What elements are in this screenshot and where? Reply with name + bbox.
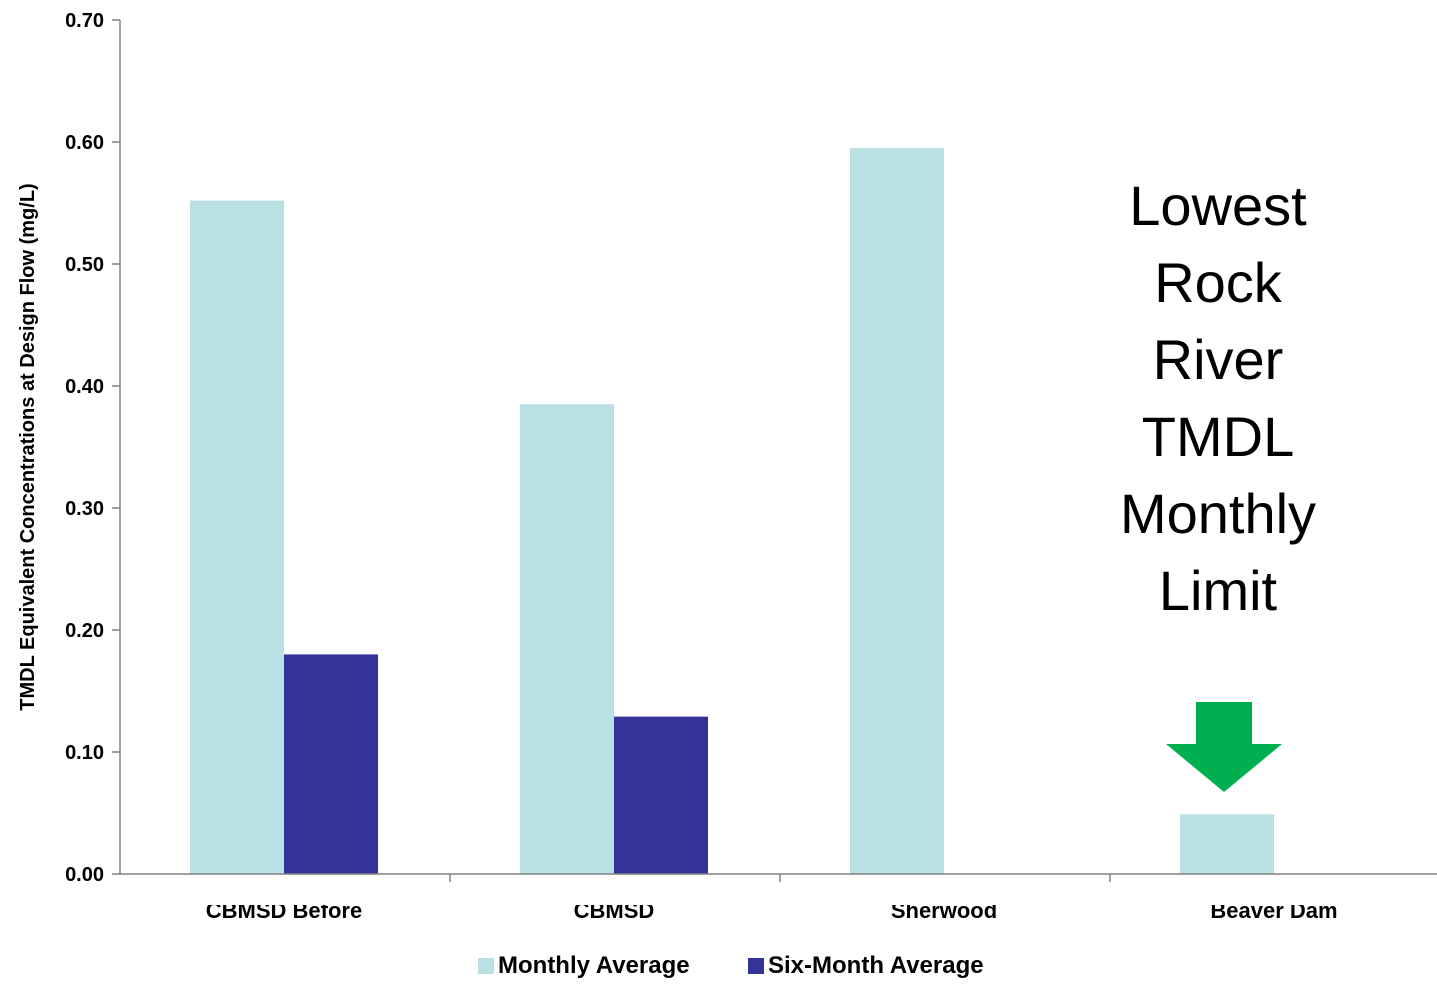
bar-monthly-average-3 <box>1180 814 1274 874</box>
y-tick-label: 0.00 <box>65 864 104 886</box>
y-ticks-layer: 0.00 0.10 0.20 0.30 0.40 0.50 0.60 0.70 <box>65 10 120 886</box>
x-categories-layer: CBMSD Before CBMSD Sherwood Beaver Dam <box>0 898 1437 928</box>
annotation-line: Limit <box>1159 559 1278 622</box>
x-category-label: CBMSD Before <box>206 898 362 923</box>
y-tick-label: 0.10 <box>65 742 104 764</box>
y-tick-label: 0.40 <box>65 376 104 398</box>
y-tick-label: 0.70 <box>65 10 104 32</box>
x-category-label: CBMSD <box>574 898 655 923</box>
y-tick-label: 0.20 <box>65 620 104 642</box>
legend-swatch <box>478 958 494 974</box>
legend: Monthly Average Six-Month Average <box>478 952 984 979</box>
annotation: Lowest Rock River TMDL Monthly Limit <box>1120 174 1316 792</box>
bar-monthly-average-0 <box>190 200 284 874</box>
bar-six-month-average-1 <box>614 716 708 874</box>
legend-label: Six-Month Average <box>768 952 984 979</box>
bar-six-month-average-0 <box>284 654 378 874</box>
x-category-label: Beaver Dam <box>1210 898 1337 923</box>
y-tick-label: 0.30 <box>65 498 104 520</box>
down-arrow-icon <box>1166 702 1282 792</box>
annotation-line: Rock <box>1154 251 1283 314</box>
y-tick-label: 0.60 <box>65 132 104 154</box>
annotation-line: TMDL <box>1142 405 1294 468</box>
x-category-label: Sherwood <box>891 898 997 923</box>
legend-swatch <box>748 958 764 974</box>
annotation-line: Lowest <box>1129 174 1307 237</box>
y-axis-label: TMDL Equivalent Concentrations at Design… <box>17 183 39 710</box>
label-clip-overlay <box>0 898 1437 928</box>
axes-layer <box>119 20 1437 882</box>
annotation-line: River <box>1153 328 1284 391</box>
bars-layer <box>190 148 1274 875</box>
bar-monthly-average-2 <box>850 148 944 875</box>
annotation-line: Monthly <box>1120 482 1316 545</box>
y-tick-label: 0.50 <box>65 254 104 276</box>
bar-monthly-average-1 <box>520 404 614 874</box>
legend-label: Monthly Average <box>498 952 690 979</box>
